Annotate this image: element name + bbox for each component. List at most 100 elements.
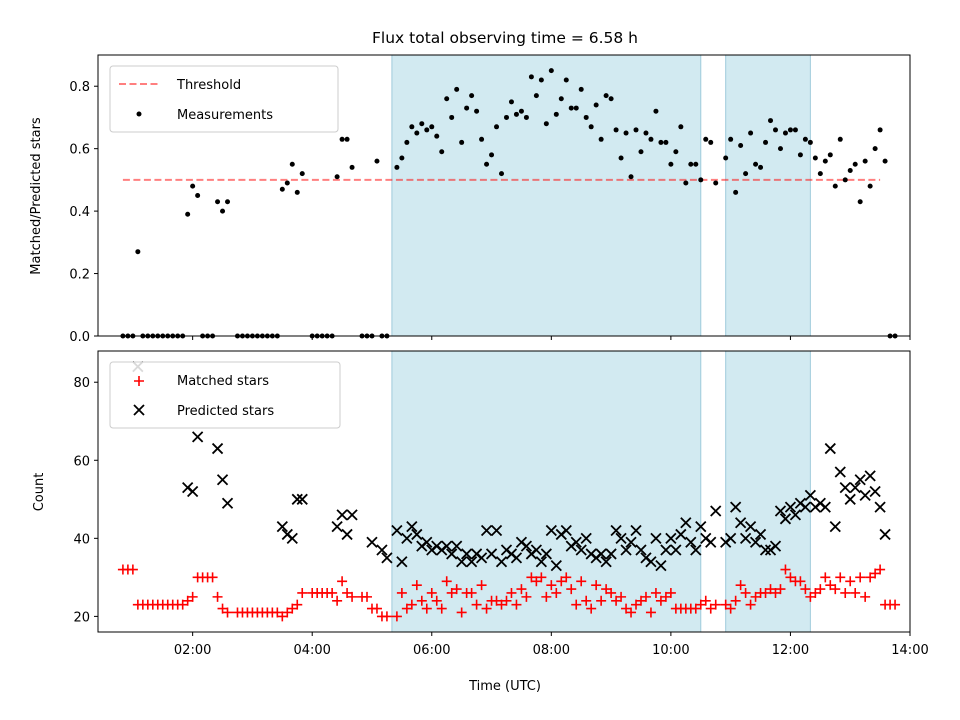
measurement-point	[424, 127, 430, 133]
measurement-point	[484, 161, 490, 167]
measurement-point	[623, 130, 629, 136]
predicted-star-point	[774, 505, 787, 517]
predicted-star-point	[446, 548, 458, 560]
predicted-star-point	[286, 532, 298, 544]
measurement-point	[653, 108, 659, 114]
y-tick-label: 0.8	[69, 80, 90, 95]
top-panel: 0.0 0.2 0.4 0.6 0.8 Flux total observing tim…	[29, 29, 911, 345]
measurement-point	[638, 149, 644, 155]
matched-star-point	[471, 599, 482, 610]
x-tick-label: 06:00	[413, 643, 450, 658]
predicted-star-point	[754, 528, 767, 541]
bottom-axes-frame	[97, 350, 911, 633]
measurement-point	[479, 136, 485, 142]
matched-star-point	[327, 587, 338, 598]
measurement-point	[135, 249, 141, 255]
predicted-star-point	[580, 532, 592, 544]
predicted-star-point	[331, 520, 343, 533]
measurement-point	[738, 143, 744, 149]
matched-star-point	[371, 603, 382, 614]
measurement-point	[812, 155, 818, 161]
predicted-star-point	[625, 536, 637, 548]
measurement-point	[822, 158, 828, 164]
predicted-star-point	[291, 493, 303, 505]
measurement-point	[857, 199, 863, 205]
predicted-star-point	[744, 520, 757, 533]
measurement-point	[394, 164, 400, 170]
top-highlight-spans	[391, 54, 811, 337]
measurement-point	[289, 161, 295, 167]
matched-star-point	[381, 611, 392, 622]
matched-star-point	[800, 584, 811, 595]
legend-matched-swatch	[134, 376, 144, 386]
measurement-point	[658, 139, 664, 145]
matched-star-point	[466, 587, 477, 598]
measurement-point	[772, 127, 778, 133]
predicted-star-point	[276, 520, 288, 533]
predicted-star-point	[710, 505, 722, 517]
matched-star-point	[501, 595, 512, 606]
predicted-star-point	[779, 513, 792, 525]
measurement-point	[503, 114, 509, 120]
measurement-point	[768, 118, 774, 124]
predicted-star-point	[620, 544, 632, 556]
measurement-point	[837, 136, 843, 142]
top-measurement-points	[120, 68, 898, 339]
measurement-point	[758, 164, 764, 170]
measurement-point	[185, 211, 191, 217]
measurement-point	[444, 96, 450, 102]
measurement-point	[688, 161, 694, 167]
measurement-point	[409, 124, 415, 130]
predicted-star-point	[560, 524, 572, 537]
legend-predicted-label: Predicted stars	[177, 404, 274, 419]
matched-star-point	[207, 572, 218, 583]
highlight-span	[391, 350, 702, 633]
predicted-star-point	[475, 552, 488, 564]
measurement-point	[489, 152, 495, 158]
predicted-star-point	[660, 544, 672, 556]
matched-star-point	[561, 572, 572, 583]
matched-star-point	[735, 580, 746, 591]
predicted-star-point	[725, 532, 737, 544]
matched-star-point	[187, 591, 198, 602]
matched-star-point	[616, 591, 627, 602]
predicted-star-point	[461, 548, 473, 560]
measurement-point	[583, 114, 589, 120]
predicted-star-point	[804, 489, 817, 502]
matched-star-point	[406, 599, 417, 610]
matched-star-point	[855, 572, 866, 583]
matched-star-point	[775, 584, 786, 595]
matched-star-point	[725, 603, 736, 614]
measurement-point	[628, 174, 634, 180]
matched-star-point	[416, 595, 427, 606]
measurement-point	[459, 139, 465, 145]
matched-star-point	[710, 599, 721, 610]
predicted-star-point	[864, 470, 876, 482]
matched-star-point	[431, 595, 442, 606]
matched-star-point	[127, 564, 138, 575]
measurement-point	[797, 152, 803, 158]
measurement-point	[618, 155, 624, 161]
matched-star-point	[700, 595, 711, 606]
predicted-star-point	[854, 474, 866, 486]
measurement-point	[708, 139, 714, 145]
predicted-star-point	[819, 501, 831, 513]
measurement-point	[464, 105, 470, 111]
predicted-star-point	[540, 548, 552, 560]
top-x-ticks	[192, 336, 911, 340]
matched-star-point	[362, 591, 373, 602]
measurement-point	[643, 130, 649, 136]
predicted-star-point	[211, 442, 224, 455]
matched-star-point	[411, 580, 422, 591]
matched-star-point	[626, 607, 637, 618]
measurement-point	[299, 171, 305, 177]
measurement-point	[508, 99, 514, 105]
predicted-star-point	[759, 544, 772, 556]
measurement-point	[548, 68, 554, 74]
matched-star-point	[850, 587, 861, 598]
predicted-star-point	[480, 524, 493, 537]
matched-star-point	[745, 599, 756, 610]
predicted-star-point	[396, 556, 408, 568]
measurement-point	[877, 127, 883, 133]
bottom-count-points	[117, 360, 901, 622]
